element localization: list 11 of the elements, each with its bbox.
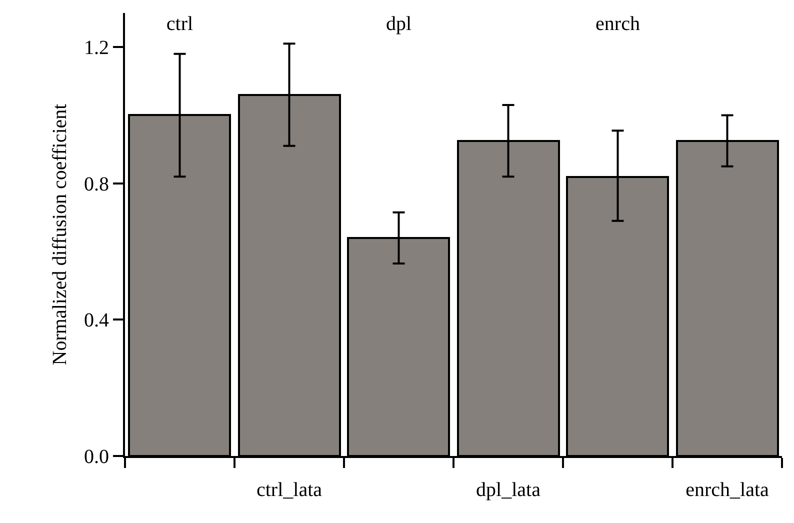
y-tick-label: 0.4 [84, 310, 109, 332]
x-tick-label: enrch [596, 13, 640, 35]
y-axis-title: Normalized diffusion coefficient [49, 103, 71, 366]
y-tick-label: 1.2 [84, 37, 109, 60]
x-tick-label: dpl_lata [476, 479, 541, 501]
y-tick-label: 0.0 [84, 446, 109, 468]
x-tick-label: ctrl_lata [256, 479, 322, 501]
x-tick-label: dpl [386, 13, 412, 35]
x-tick-label: ctrl [166, 13, 194, 35]
y-tick-label: 0.8 [84, 173, 109, 196]
x-tick-label: enrch_lata [686, 479, 770, 501]
